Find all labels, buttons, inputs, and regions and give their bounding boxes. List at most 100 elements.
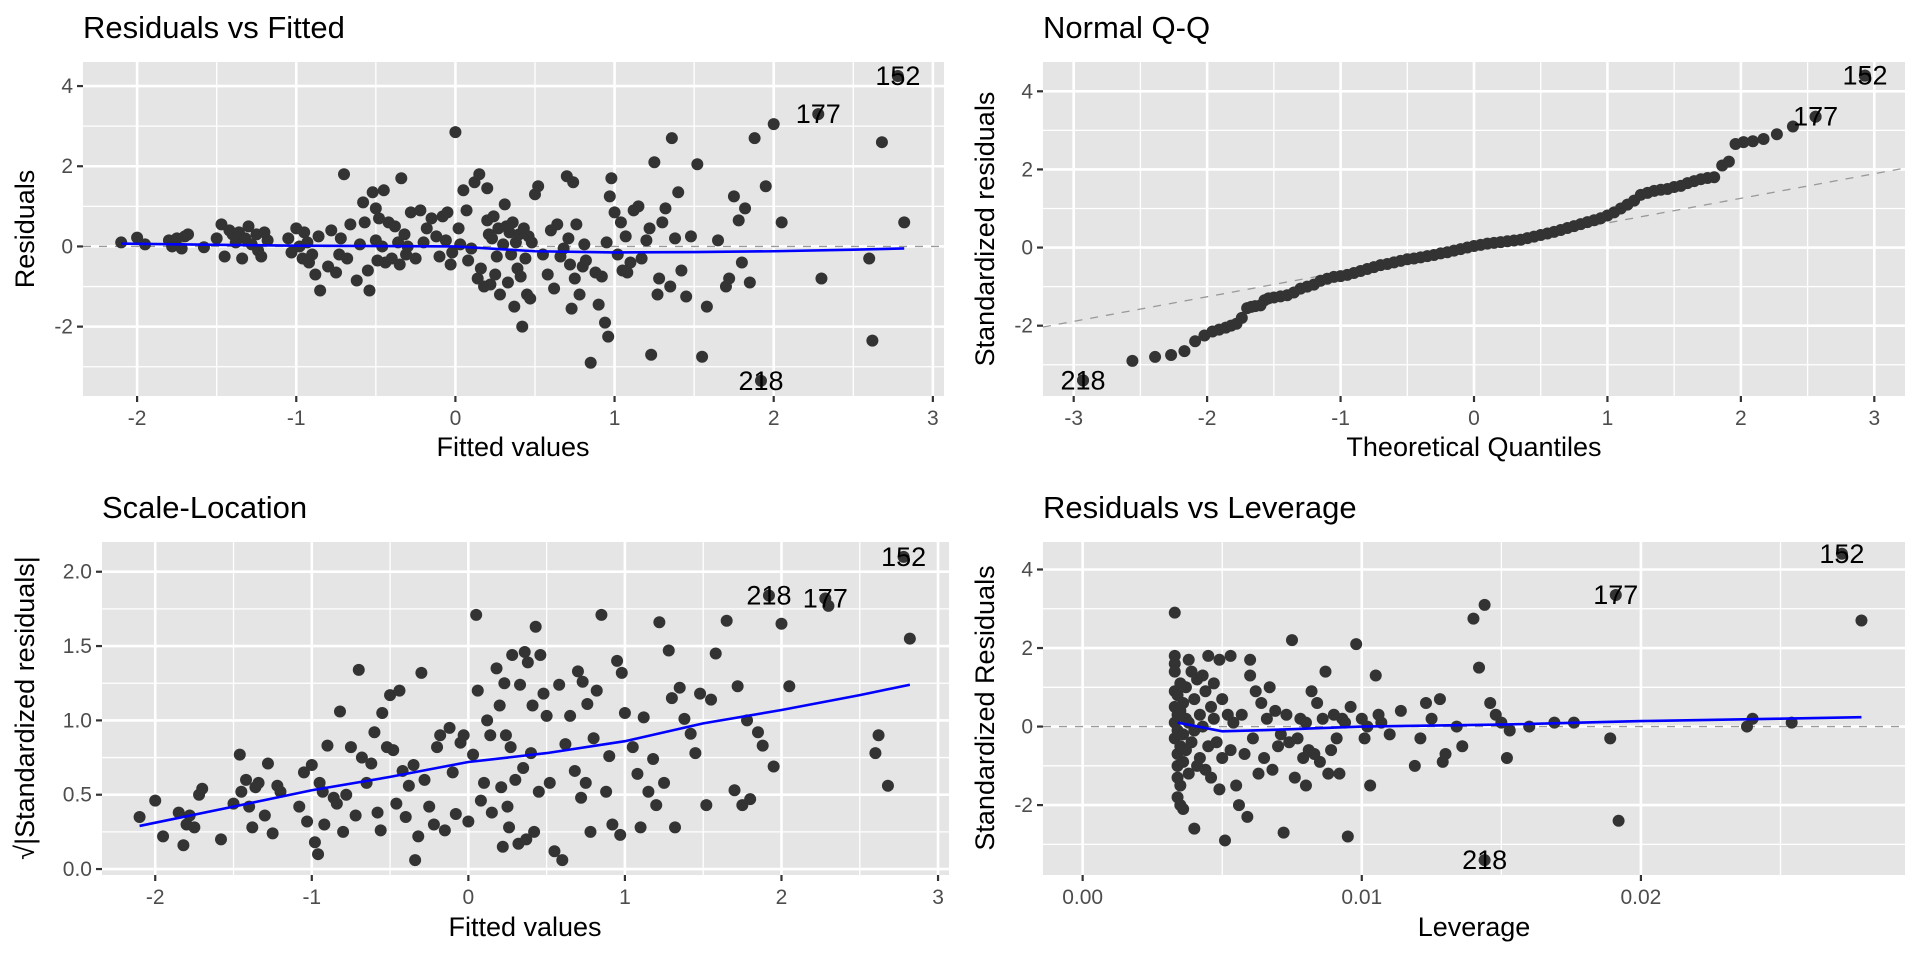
y-axis-title: Standardized Residuals [970,565,1000,850]
data-point [1500,751,1513,764]
data-point [188,821,201,834]
data-point [246,821,259,834]
data-point [590,684,603,697]
data-point [1383,728,1396,741]
data-point [1285,634,1298,647]
x-tick-label: -3 [1064,407,1083,430]
panel-title: Residuals vs Leverage [1043,490,1357,525]
data-point [1330,732,1343,745]
data-point [570,218,583,231]
data-point [496,840,509,853]
data-point [504,741,517,754]
data-point [1722,155,1735,168]
data-point-labeled [812,108,825,121]
data-point [1235,708,1248,721]
data-point [387,744,400,757]
data-point [454,238,467,251]
data-point [501,276,514,289]
data-point [1210,736,1223,749]
data-point [1325,744,1338,757]
data-point [631,767,644,780]
data-point-labeled [1609,589,1622,602]
data-point [1272,740,1285,753]
data-point [694,687,707,700]
x-tick-label: -1 [1331,407,1350,430]
data-point [1126,354,1139,367]
data-point [1260,712,1273,725]
y-tick-label: 4 [61,75,73,98]
data-point [775,617,788,630]
data-point [564,709,577,722]
point-label: 177 [1593,580,1638,610]
data-point [751,726,764,739]
data-point [423,800,436,813]
data-point [1450,720,1463,733]
x-tick-label: -2 [1198,407,1217,430]
data-point [1364,779,1377,792]
data-point [305,758,318,771]
data-point [642,785,655,798]
data-point [1244,653,1257,666]
data-point [603,190,616,203]
data-point-labeled [819,592,832,605]
data-point [314,284,327,297]
data-point [516,320,529,333]
data-point [626,741,639,754]
data-point [619,230,632,243]
data-point [338,168,351,181]
data-point [334,232,347,245]
data-point [235,785,248,798]
data-point [374,824,387,837]
data-point [365,757,378,770]
data-point [739,202,752,215]
data-point [1216,693,1229,706]
data-point [621,266,634,279]
data-point [478,776,491,789]
data-point [172,806,185,819]
smooth-line [121,242,905,254]
data-point [653,616,666,629]
data-point [1305,685,1318,698]
data-point [712,234,725,247]
data-point [691,158,704,171]
data-point [731,680,744,693]
data-point [529,620,542,633]
data-point [640,234,653,247]
data-point [732,214,745,227]
data-point [282,232,295,245]
data-point [618,706,631,719]
data-point [651,288,664,301]
data-point [579,254,592,267]
x-tick-label: 0 [1468,407,1480,430]
smooth-line [139,683,911,828]
data-point [497,238,510,251]
data-point [301,815,314,828]
data-point [700,799,713,812]
data-point [506,648,519,661]
data-point [457,729,470,742]
data-point [898,216,911,229]
data-point [678,712,691,725]
data-point [756,739,769,752]
data-point [723,272,736,285]
data-point [503,821,516,834]
data-point [1244,669,1257,682]
data-point [1249,685,1262,698]
data-point [659,202,672,215]
x-tick-label: 2 [1735,407,1747,430]
data-point [603,750,616,763]
y-tick-label: 2.0 [63,561,92,584]
x-tick-label: -2 [128,407,147,430]
data-point [357,196,370,209]
data-point [443,721,456,734]
data-point [1737,136,1750,149]
y-axis-title: √|Standardized residuals| [10,556,40,860]
data-point [373,212,386,225]
data-point [425,212,438,225]
data-point [484,278,497,291]
data-point [393,258,406,271]
data-point [242,220,255,233]
point-label: 218 [738,366,783,396]
smooth-line [1177,715,1862,733]
x-axis-title: Fitted values [448,912,601,942]
